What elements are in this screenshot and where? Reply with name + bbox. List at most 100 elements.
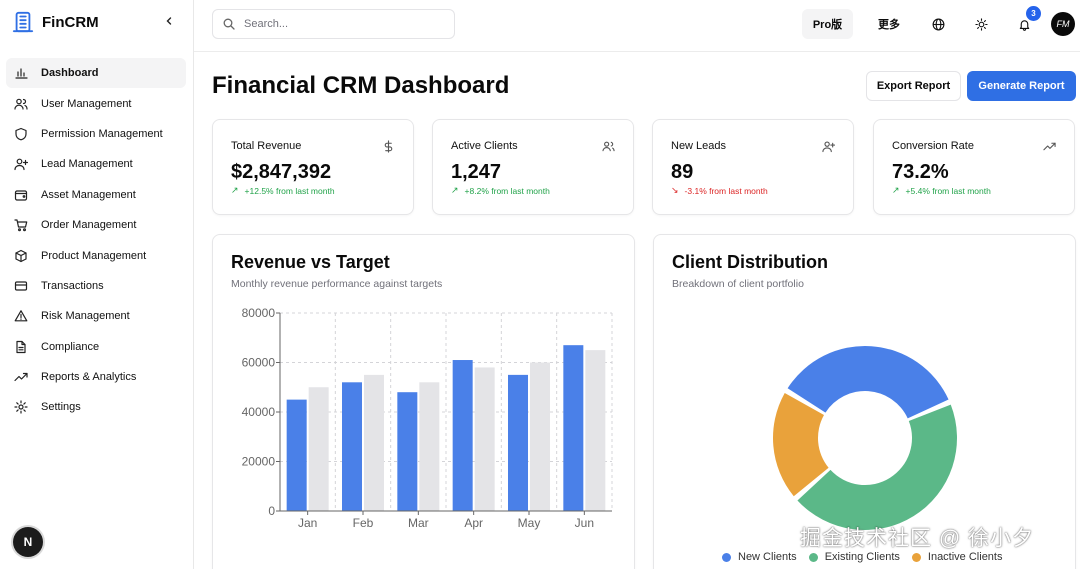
stat-label: Total Revenue xyxy=(231,140,302,152)
arrow-up-right-icon: ↗ xyxy=(231,185,239,195)
y-tick-label: 80000 xyxy=(242,306,276,320)
credit-card-icon xyxy=(14,281,28,291)
sidebar-item-compliance[interactable]: Compliance xyxy=(6,332,186,362)
stat-change-text: +8.2% from last month xyxy=(464,185,550,196)
target-bar xyxy=(474,367,495,511)
sidebar-item-label: Compliance xyxy=(41,340,100,353)
sidebar-item-label: Asset Management xyxy=(41,188,136,201)
sidebar-item-risk-management[interactable]: Risk Management xyxy=(6,301,186,331)
sidebar-item-transactions[interactable]: Transactions xyxy=(6,271,186,301)
bell-icon xyxy=(1019,19,1029,31)
sidebar-item-label: Transactions xyxy=(41,279,104,292)
target-bar xyxy=(530,362,550,511)
dollar-icon xyxy=(384,140,393,153)
sidebar-item-label: Reports & Analytics xyxy=(41,371,137,384)
stat-change: ↘ -3.1% from last month xyxy=(671,185,768,196)
sidebar-item-label: Dashboard xyxy=(41,67,99,80)
more-button[interactable]: 更多 xyxy=(878,19,900,31)
target-bar xyxy=(585,350,606,511)
chart-title: Revenue vs Target xyxy=(231,252,390,272)
legend-item[interactable]: New Clients xyxy=(722,551,797,563)
revenue-bar xyxy=(563,345,584,511)
generate-report-button[interactable]: Generate Report xyxy=(967,71,1076,101)
donut-slice-existing-clients xyxy=(797,404,957,530)
x-tick-label: Jun xyxy=(575,516,594,530)
stat-card-conversion-rate: Conversion Rate 73.2% ↗ +5.4% from last m… xyxy=(873,119,1075,215)
stat-value: 73.2% xyxy=(892,161,949,183)
user-plus-icon xyxy=(14,158,28,171)
search-box[interactable] xyxy=(212,9,455,39)
stat-change-text: -3.1% from last month xyxy=(684,185,768,196)
stat-change: ↗ +5.4% from last month xyxy=(892,185,991,196)
sidebar-item-label: Permission Management xyxy=(41,127,163,140)
sidebar-item-reports-analytics[interactable]: Reports & Analytics xyxy=(6,362,186,392)
x-tick-label: Feb xyxy=(353,516,374,530)
trending-up-icon xyxy=(1043,142,1056,151)
stat-value: $2,847,392 xyxy=(231,161,332,183)
sidebar-item-product-management[interactable]: Product Management xyxy=(6,240,186,270)
legend-label: New Clients xyxy=(738,551,797,563)
export-report-button[interactable]: Export Report xyxy=(866,71,961,101)
revenue-bar xyxy=(286,399,307,511)
search-icon xyxy=(223,18,235,30)
legend-dot xyxy=(911,552,921,562)
stat-label: Conversion Rate xyxy=(892,140,974,152)
theme-toggle-button[interactable] xyxy=(969,12,993,36)
sidebar-item-settings[interactable]: Settings xyxy=(6,392,186,422)
stat-card-total-revenue: Total Revenue $2,847,392 ↗ +12.5% from la… xyxy=(212,119,414,215)
user-plus-icon xyxy=(822,141,835,153)
wallet-icon xyxy=(14,190,28,201)
arrow-up-right-icon: ↗ xyxy=(892,185,900,195)
sidebar-item-lead-management[interactable]: Lead Management xyxy=(6,149,186,179)
users-icon xyxy=(14,98,28,110)
stat-value: 89 xyxy=(671,161,694,183)
sidebar-item-user-management[interactable]: User Management xyxy=(6,88,186,118)
topbar: Pro版 更多 3 FM xyxy=(194,0,1080,52)
sidebar-item-label: Settings xyxy=(41,401,81,414)
sidebar-item-label: Risk Management xyxy=(41,310,130,323)
revenue-chart-card: Revenue vs Target Monthly revenue perfor… xyxy=(212,234,635,569)
pro-button[interactable]: Pro版 xyxy=(802,9,853,39)
revenue-bar xyxy=(397,392,418,511)
next-badge[interactable]: N xyxy=(13,527,43,557)
brand-name: FinCRM xyxy=(42,13,99,31)
sidebar-item-label: Order Management xyxy=(41,219,137,232)
chart-subtitle: Monthly revenue performance against targ… xyxy=(231,278,443,290)
x-tick-label: Apr xyxy=(464,516,483,530)
alert-triangle-icon xyxy=(14,310,28,322)
stat-change: ↗ +12.5% from last month xyxy=(231,185,335,196)
target-bar xyxy=(364,374,384,511)
revenue-bar xyxy=(342,382,362,511)
sidebar-item-asset-management[interactable]: Asset Management xyxy=(6,180,186,210)
chart-title: Client Distribution xyxy=(672,252,828,272)
gear-icon xyxy=(14,400,28,415)
sun-icon xyxy=(974,17,988,31)
arrow-up-right-icon: ↗ xyxy=(451,185,459,195)
brand[interactable]: FinCRM xyxy=(12,10,99,34)
legend-label: Inactive Clients xyxy=(927,551,1003,563)
target-bar xyxy=(308,387,329,511)
stat-label: New Leads xyxy=(671,140,727,152)
legend-dot xyxy=(722,552,731,562)
user-avatar[interactable]: FM xyxy=(1051,12,1075,36)
stat-change-text: +12.5% from last month xyxy=(244,185,335,196)
watermark: 掘金技术社区 @ 徐小夕 xyxy=(800,527,1034,550)
legend-item[interactable]: Existing Clients xyxy=(808,551,900,563)
language-button[interactable] xyxy=(926,12,950,36)
chart-subtitle: Breakdown of client portfolio xyxy=(672,278,804,290)
shield-icon xyxy=(15,127,27,141)
sidebar-item-permission-management[interactable]: Permission Management xyxy=(6,119,186,149)
y-tick-label: 60000 xyxy=(242,356,276,370)
arrow-down-right-icon: ↘ xyxy=(671,185,679,195)
sidebar-item-order-management[interactable]: Order Management xyxy=(6,210,186,240)
search-input[interactable] xyxy=(244,18,424,30)
notifications-button[interactable] xyxy=(1012,12,1036,36)
target-bar xyxy=(419,382,440,511)
page-title: Financial CRM Dashboard xyxy=(212,72,510,99)
legend-item[interactable]: Inactive Clients xyxy=(911,551,1003,563)
stat-card-new-leads: New Leads 89 ↘ -3.1% from last month xyxy=(652,119,854,215)
sidebar-item-dashboard[interactable]: Dashboard xyxy=(6,58,186,89)
chevron-left-icon xyxy=(166,17,172,25)
y-tick-label: 40000 xyxy=(242,405,276,419)
collapse-sidebar-button[interactable] xyxy=(160,12,178,30)
